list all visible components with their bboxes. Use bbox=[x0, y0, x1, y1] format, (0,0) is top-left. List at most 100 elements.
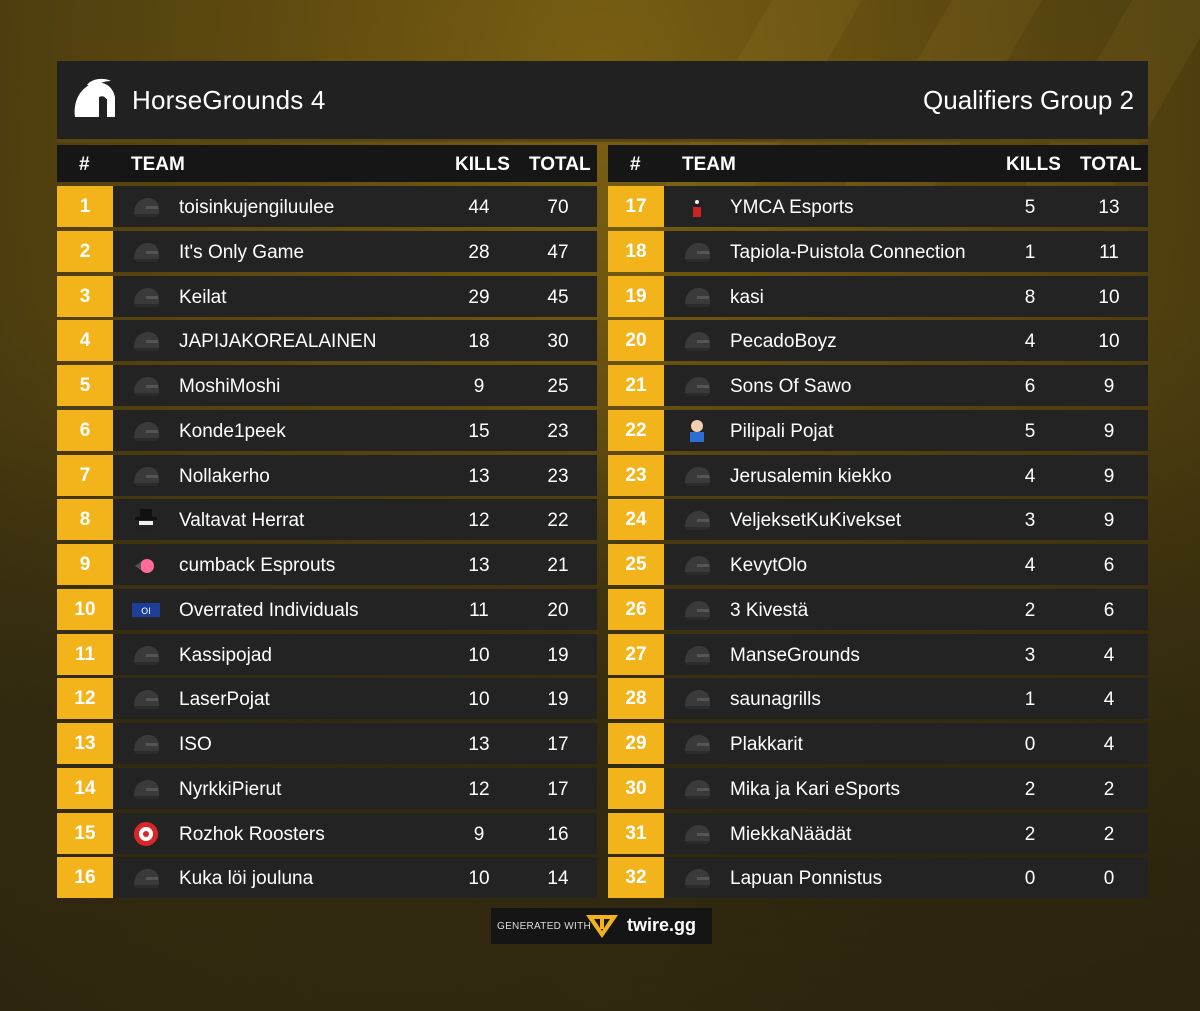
team-name: ISO bbox=[179, 734, 212, 755]
kills-cell: 2 bbox=[1024, 823, 1036, 845]
kills-cell: 28 bbox=[468, 241, 490, 263]
helmet-icon bbox=[685, 690, 710, 710]
team-name: NyrkkiPierut bbox=[179, 778, 282, 800]
helmet-icon bbox=[685, 377, 710, 396]
kills-cell: 10 bbox=[468, 689, 490, 711]
team-name: PecadoBoyz bbox=[730, 331, 837, 353]
team-name: Valtavat Herrat bbox=[179, 510, 305, 532]
team-name: Keilat bbox=[179, 286, 227, 308]
table-row: 14 NyrkkiPierut 12 17 bbox=[57, 767, 597, 809]
team-name: JAPIJAKOREALAINEN bbox=[179, 331, 377, 353]
total-cell: 17 bbox=[547, 734, 569, 755]
total-cell: 16 bbox=[547, 823, 569, 845]
team-name: Sons Of Sawo bbox=[730, 376, 852, 397]
kills-cell: 2 bbox=[1024, 778, 1036, 800]
kills-cell: 1 bbox=[1024, 689, 1036, 711]
team-name: Lapuan Ponnistus bbox=[730, 868, 883, 890]
rank-cell: 6 bbox=[57, 409, 113, 451]
svg-text:OI: OI bbox=[141, 607, 151, 617]
table-row: 23 Jerusalemin kiekko 4 9 bbox=[608, 454, 1148, 496]
team-name: 3 Kivestä bbox=[730, 599, 809, 621]
total-cell: 0 bbox=[1103, 868, 1115, 890]
rank-cell: 14 bbox=[57, 767, 113, 809]
helmet-icon bbox=[685, 332, 710, 352]
rank-cell: 24 bbox=[608, 499, 664, 541]
rank-cell: 13 bbox=[57, 723, 113, 764]
total-cell: 9 bbox=[1103, 376, 1115, 397]
rooster-logo-icon bbox=[134, 821, 158, 846]
kills-cell: 2 bbox=[1024, 599, 1036, 621]
kills-cell: 12 bbox=[468, 510, 490, 532]
table-row: 21 Sons Of Sawo 6 9 bbox=[608, 365, 1148, 406]
rank-header: # bbox=[79, 154, 90, 175]
total-cell: 20 bbox=[547, 599, 569, 621]
helmet-icon bbox=[134, 735, 159, 754]
kills-cell: 9 bbox=[473, 823, 485, 845]
helmet-icon bbox=[685, 242, 710, 262]
total-cell: 22 bbox=[547, 510, 569, 532]
table-row: 13 ISO 13 17 bbox=[57, 723, 597, 764]
kills-cell: 9 bbox=[473, 376, 485, 397]
table-row: 7 Nollakerho 13 23 bbox=[57, 454, 597, 496]
team-name: MoshiMoshi bbox=[179, 376, 281, 397]
kills-cell: 6 bbox=[1024, 376, 1036, 397]
total-cell: 25 bbox=[547, 376, 569, 397]
table-row: 9 cumback Esprouts 13 21 bbox=[57, 544, 597, 585]
team-name: Mika ja Kari eSports bbox=[730, 778, 901, 800]
helmet-icon bbox=[685, 466, 710, 486]
team-name: toisinkujengiluulee bbox=[179, 197, 335, 218]
total-cell: 4 bbox=[1103, 734, 1115, 755]
rank-cell: 11 bbox=[57, 633, 113, 675]
standings-column-right: # TEAM KILLS TOTAL 17 YMCA Esports 5 13 18 Ta… bbox=[608, 145, 1148, 899]
standings-column-left: # TEAM KILLS TOTAL 1 toisinkujengiluulee 4… bbox=[57, 145, 597, 899]
kills-cell: 1 bbox=[1024, 241, 1036, 263]
table-row: 8 Valtavat Herrat 12 22 bbox=[57, 499, 597, 541]
ymca-logo-icon bbox=[692, 197, 702, 217]
kills-cell: 10 bbox=[468, 868, 490, 890]
total-cell: 19 bbox=[547, 644, 569, 666]
total-header: TOTAL bbox=[529, 154, 591, 175]
rank-cell: 28 bbox=[608, 678, 664, 720]
total-cell: 21 bbox=[547, 555, 569, 576]
rank-cell: 5 bbox=[57, 365, 113, 406]
team-name: Pilipali Pojat bbox=[730, 420, 834, 442]
table-row: 31 MiekkaNäädät 2 2 bbox=[608, 812, 1148, 854]
table-row: 16 Kuka löi jouluna 10 14 bbox=[57, 857, 597, 899]
rank-cell: 23 bbox=[608, 454, 664, 496]
table-row: 18 Tapiola-Puistola Connection 1 11 bbox=[608, 230, 1148, 272]
total-cell: 4 bbox=[1103, 644, 1115, 666]
rank-cell: 4 bbox=[57, 320, 113, 362]
team-name: Jerusalemin kiekko bbox=[730, 465, 892, 487]
team-name: kasi bbox=[730, 286, 764, 308]
total-cell: 2 bbox=[1103, 778, 1115, 800]
rank-cell: 1 bbox=[57, 186, 113, 227]
rank-cell: 19 bbox=[608, 275, 664, 317]
board-header: HorseGrounds 4 Qualifiers Group 2 bbox=[57, 61, 1148, 142]
kills-header: KILLS bbox=[455, 154, 510, 175]
team-name: It's Only Game bbox=[179, 241, 305, 263]
rank-cell: 16 bbox=[57, 857, 113, 899]
rank-cell: 26 bbox=[608, 588, 664, 630]
kills-cell: 0 bbox=[1024, 734, 1036, 755]
helmet-icon bbox=[134, 690, 159, 710]
team-name: Kassipojad bbox=[179, 644, 272, 666]
helmet-icon bbox=[134, 377, 159, 396]
table-row: 32 Lapuan Ponnistus 0 0 bbox=[608, 857, 1148, 899]
team-name: saunagrills bbox=[730, 689, 821, 711]
rank-cell: 25 bbox=[608, 544, 664, 585]
kills-cell: 4 bbox=[1024, 331, 1036, 353]
rank-cell: 22 bbox=[608, 409, 664, 451]
table-row: 29 Plakkarit 0 4 bbox=[608, 723, 1148, 764]
total-cell: 6 bbox=[1103, 555, 1115, 576]
kills-cell: 5 bbox=[1024, 420, 1036, 442]
table-row: 19 kasi 8 10 bbox=[608, 275, 1148, 317]
helmet-icon bbox=[685, 779, 710, 799]
helmet-icon bbox=[685, 735, 710, 754]
kills-cell: 12 bbox=[468, 778, 490, 800]
table-row: 5 MoshiMoshi 9 25 bbox=[57, 365, 597, 406]
kills-cell: 29 bbox=[468, 286, 490, 308]
helmet-icon bbox=[685, 556, 710, 575]
table-row: 30 Mika ja Kari eSports 2 2 bbox=[608, 767, 1148, 809]
rank-cell: 29 bbox=[608, 723, 664, 764]
team-name: Plakkarit bbox=[730, 734, 803, 755]
